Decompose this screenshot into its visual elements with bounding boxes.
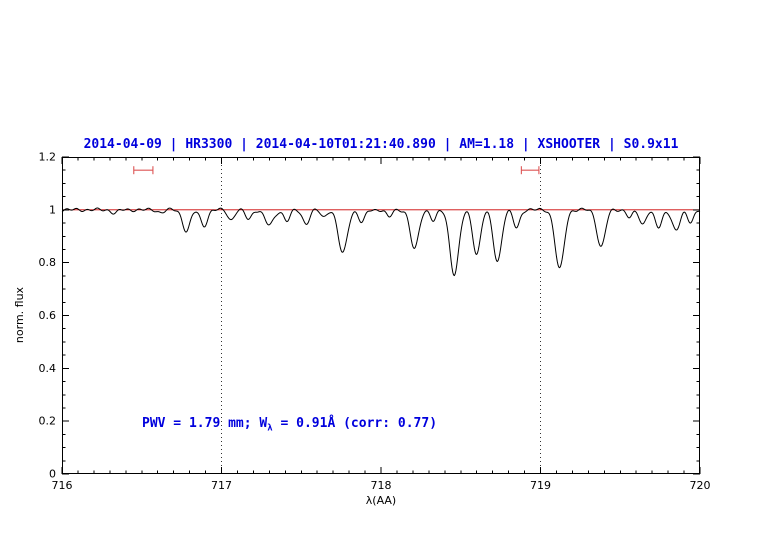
y-tick-label: 0.6	[39, 309, 57, 322]
y-tick-label: 0.4	[39, 362, 57, 375]
x-tick-label: 720	[690, 479, 711, 492]
y-tick-label: 1.2	[39, 151, 57, 164]
x-tick-label: 718	[371, 479, 392, 492]
x-tick-label: 716	[52, 479, 73, 492]
y-tick-label: 0.2	[39, 415, 57, 428]
spectrum-path	[61, 207, 701, 277]
y-tick-label: 0.8	[39, 256, 57, 269]
annotation-subscript: λ	[267, 423, 273, 434]
plot-title: 2014-04-09 | HR3300 | 2014-04-10T01:21:4…	[83, 137, 679, 152]
annotation-prefix: PWV = 1.79 mm; W	[142, 416, 268, 431]
y-tick-label: 1	[49, 203, 56, 216]
y-tick-label: 0	[49, 468, 56, 481]
x-tick-label: 719	[530, 479, 551, 492]
x-tick-label: 717	[211, 479, 232, 492]
pwv-annotation: PWV = 1.79 mm; Wλ = 0.91Å (corr: 0.77)	[142, 416, 437, 434]
y-axis-label: norm. flux	[13, 286, 26, 344]
annotation-suffix: = 0.91Å (corr: 0.77)	[272, 416, 438, 431]
x-axis-label: λ(AA)	[365, 494, 397, 507]
